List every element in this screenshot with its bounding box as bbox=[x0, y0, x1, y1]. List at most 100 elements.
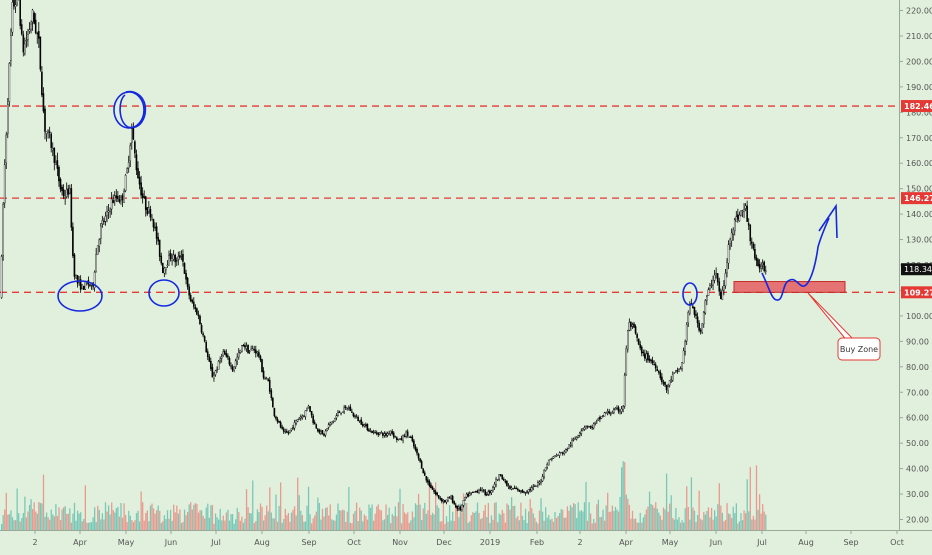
candle-body bbox=[631, 324, 634, 327]
candle-body bbox=[247, 344, 249, 354]
volume-bar bbox=[284, 508, 286, 530]
candle-body bbox=[468, 493, 471, 496]
candle-body bbox=[154, 227, 156, 229]
candle-body bbox=[96, 245, 99, 255]
volume-bar bbox=[669, 503, 671, 530]
candle-body bbox=[647, 352, 649, 361]
volume-bar bbox=[171, 520, 173, 530]
candle-body bbox=[99, 225, 102, 239]
buy-zone-box bbox=[733, 281, 846, 293]
candle-body bbox=[175, 260, 178, 262]
candle-body bbox=[79, 279, 82, 290]
candle-body bbox=[706, 296, 708, 301]
volume-bar bbox=[430, 514, 432, 530]
candle-body bbox=[315, 424, 318, 429]
volume-bar bbox=[275, 494, 277, 530]
volume-bar bbox=[323, 516, 325, 530]
volume-bar bbox=[490, 515, 493, 530]
candle-body bbox=[258, 352, 260, 357]
volume-bar bbox=[763, 511, 765, 530]
volume-bar bbox=[723, 521, 725, 530]
volume-bar bbox=[19, 521, 21, 530]
candle-body bbox=[76, 275, 79, 284]
candle-body bbox=[473, 491, 476, 493]
volume-bar bbox=[100, 519, 102, 530]
volume-bar bbox=[608, 511, 610, 530]
x-tick-label: Apr bbox=[73, 538, 88, 547]
volume-bar bbox=[165, 519, 167, 530]
candle-body bbox=[481, 488, 483, 491]
volume-bar bbox=[204, 518, 206, 530]
candle-body bbox=[267, 379, 270, 382]
candle-body bbox=[84, 281, 87, 290]
volume-bar bbox=[642, 517, 644, 530]
volume-bar bbox=[13, 520, 15, 530]
volume-bar bbox=[487, 503, 489, 530]
candle-body bbox=[295, 420, 297, 424]
candle-body bbox=[608, 411, 610, 414]
volume-bar bbox=[453, 520, 455, 530]
candle-body bbox=[182, 254, 184, 262]
volume-bar bbox=[686, 486, 688, 530]
volume-bar bbox=[283, 519, 285, 530]
volume-bar bbox=[382, 520, 384, 530]
candle-body bbox=[430, 484, 432, 489]
candle-body bbox=[275, 416, 277, 419]
candle-body bbox=[360, 419, 363, 425]
volume-bar bbox=[315, 511, 317, 530]
volume-bar bbox=[359, 507, 361, 530]
candle-body bbox=[670, 378, 672, 380]
volume-bar bbox=[38, 501, 40, 530]
candle-body bbox=[31, 9, 34, 23]
candle-body bbox=[619, 411, 621, 413]
candle-body bbox=[110, 198, 113, 210]
candle-body bbox=[720, 291, 722, 300]
volume-bar bbox=[600, 516, 603, 530]
candle-body bbox=[386, 433, 389, 436]
volume-bar bbox=[255, 521, 257, 530]
volume-bar bbox=[166, 510, 169, 530]
volume-bar bbox=[492, 519, 494, 530]
volume-bar bbox=[436, 505, 438, 530]
volume-bar bbox=[638, 522, 640, 530]
candle-body bbox=[75, 275, 77, 278]
volume-bar bbox=[388, 507, 390, 530]
volume-bar bbox=[740, 513, 742, 530]
candle-body bbox=[761, 262, 764, 266]
volume-bar bbox=[36, 513, 38, 530]
candle-body bbox=[270, 390, 273, 398]
volume-bar bbox=[526, 523, 528, 530]
volume-bar bbox=[585, 481, 587, 530]
candle-body bbox=[396, 437, 398, 440]
candle-body bbox=[543, 469, 545, 477]
volume-bar bbox=[555, 517, 558, 530]
candle-body bbox=[529, 488, 531, 491]
volume-bar bbox=[190, 502, 192, 530]
volume-bar bbox=[176, 505, 178, 530]
volume-bar bbox=[222, 515, 224, 530]
volume-bar bbox=[61, 509, 63, 530]
volume-bar bbox=[101, 513, 104, 530]
candle-body bbox=[369, 430, 372, 432]
candle-body bbox=[368, 429, 370, 432]
volume-bar bbox=[202, 515, 204, 530]
volume-bar bbox=[408, 522, 410, 530]
volume-bar bbox=[448, 505, 451, 530]
candle-body bbox=[671, 374, 674, 381]
volume-bar bbox=[565, 517, 567, 530]
volume-bar bbox=[331, 519, 333, 530]
candle-body bbox=[38, 31, 40, 39]
volume-bar bbox=[683, 522, 685, 530]
candle-body bbox=[535, 485, 538, 487]
candle-body bbox=[684, 341, 686, 352]
candle-body bbox=[261, 359, 263, 372]
candle-body bbox=[661, 376, 663, 383]
volume-bar bbox=[455, 506, 457, 530]
volume-bar bbox=[577, 502, 579, 530]
candle-body bbox=[310, 410, 313, 416]
candle-body bbox=[470, 492, 473, 494]
candle-body bbox=[281, 426, 283, 429]
candle-body bbox=[461, 505, 463, 510]
